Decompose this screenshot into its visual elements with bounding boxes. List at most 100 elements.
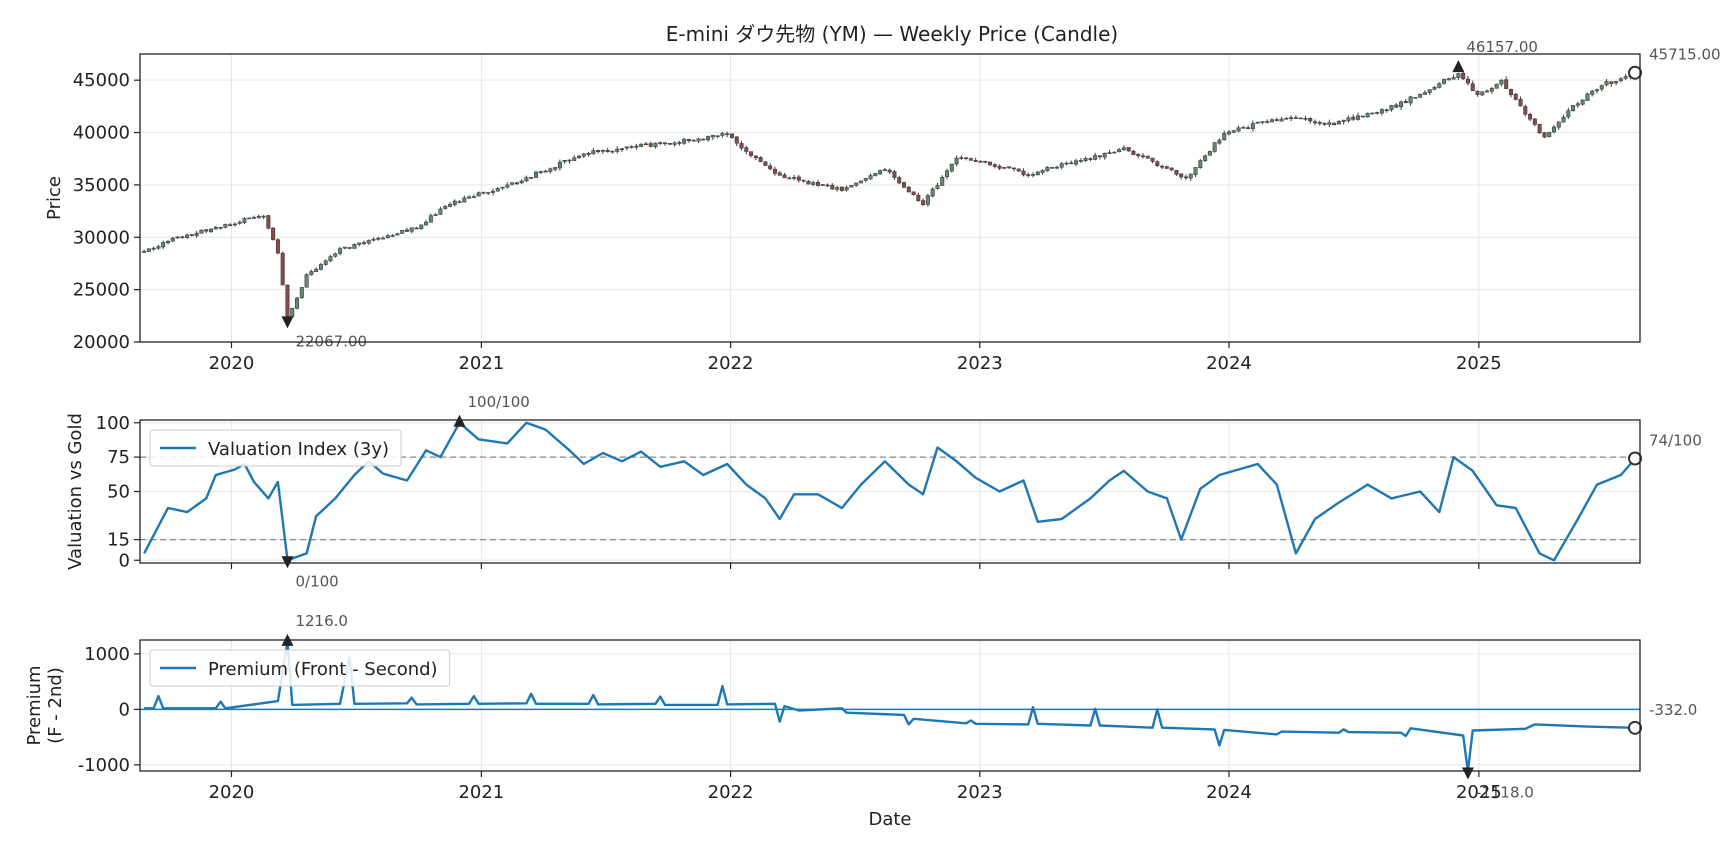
- candle-body: [213, 227, 218, 230]
- candle-body: [672, 142, 677, 145]
- candle-body: [271, 227, 276, 241]
- candle-body: [1508, 89, 1513, 96]
- candle-body: [199, 229, 204, 234]
- candle-body: [1102, 152, 1107, 158]
- candle-body: [782, 174, 787, 179]
- premium-panel: 1216.0 -1118.0 -332.0 2020 2021 2022 2023 2024…: [24, 612, 1697, 830]
- candle-body: [706, 136, 711, 141]
- candle-body: [1093, 155, 1098, 160]
- candle-body: [1031, 174, 1036, 176]
- candle-body: [1360, 115, 1365, 118]
- candle-body: [1059, 163, 1064, 168]
- candle-body: [328, 256, 333, 262]
- candle-body: [390, 235, 395, 237]
- candle-body: [1002, 166, 1007, 169]
- candle-body: [323, 260, 328, 265]
- candle-body: [1413, 97, 1418, 99]
- x-tick-label: 2025: [1456, 353, 1502, 374]
- candle-body: [787, 177, 792, 180]
- candle-body: [997, 165, 1002, 169]
- y-axis-label-line: (F - 2nd): [45, 667, 66, 744]
- candle-body: [1226, 131, 1231, 135]
- candle-body: [1494, 83, 1499, 89]
- candle-body: [691, 139, 696, 142]
- candle-body: [481, 191, 486, 194]
- candle-body: [1456, 73, 1461, 78]
- candle-body: [357, 242, 362, 245]
- candle-body: [897, 177, 902, 184]
- candle-body: [663, 142, 668, 145]
- y-tick-label: 20000: [73, 332, 130, 353]
- candle-body: [949, 163, 954, 172]
- candle-body: [1528, 113, 1533, 120]
- candle-body: [1317, 122, 1322, 124]
- candle-body: [371, 238, 376, 241]
- candle-body: [830, 184, 835, 190]
- candle-body: [710, 134, 715, 138]
- candle-body: [419, 224, 424, 229]
- candle-body: [1021, 170, 1026, 176]
- x-tick-label: 2023: [957, 782, 1003, 803]
- candle-body: [376, 237, 381, 240]
- candle-body: [1174, 170, 1179, 175]
- candle-body: [529, 177, 534, 179]
- candle-body: [992, 164, 997, 167]
- x-tick-label: 2024: [1206, 353, 1252, 374]
- candle-body: [825, 184, 830, 187]
- candle-body: [1155, 161, 1160, 167]
- y-tick-label: 1000: [84, 644, 130, 665]
- candle-body: [194, 232, 199, 236]
- candle-body: [1217, 139, 1222, 144]
- candle-body: [156, 246, 161, 249]
- candle-body: [1293, 117, 1298, 119]
- candle-body: [1394, 104, 1399, 108]
- candle-body: [1236, 127, 1241, 132]
- candle-body: [490, 190, 495, 193]
- candle-body: [1107, 152, 1112, 154]
- last-value-marker: [1628, 720, 1642, 735]
- max-label: 1216.0: [295, 612, 348, 630]
- candle-body: [1007, 166, 1012, 169]
- candle-body: [615, 148, 620, 152]
- candle-body: [1260, 121, 1265, 123]
- max-label: 46157.00: [1466, 38, 1538, 56]
- candle-body: [643, 143, 648, 146]
- candle-body: [1016, 168, 1021, 172]
- candle-body: [314, 268, 319, 272]
- candle-body: [252, 217, 257, 219]
- premium-series: [140, 640, 1640, 773]
- candle-body: [299, 287, 304, 298]
- candle-body: [1117, 149, 1122, 153]
- candle-body: [1599, 85, 1604, 90]
- x-tick-label: 2021: [458, 782, 504, 803]
- candle-body: [486, 192, 491, 194]
- series-line: [143, 421, 1637, 562]
- candle-body: [868, 175, 873, 180]
- candle-body: [1399, 101, 1404, 108]
- min-marker: [281, 556, 294, 569]
- candle-body: [1614, 81, 1619, 84]
- candle-body: [1074, 160, 1079, 165]
- x-tick-label: 2021: [458, 353, 504, 374]
- y-tick-label: 40000: [73, 123, 130, 144]
- candle-body: [921, 200, 926, 206]
- x-tick-label: 2022: [708, 782, 754, 803]
- candle-body: [1623, 76, 1628, 79]
- candle-body: [352, 244, 357, 249]
- candle-body: [1389, 105, 1394, 111]
- max-marker: [1452, 60, 1465, 73]
- candle-body: [180, 236, 185, 239]
- price-axes: 2020 2021 2022 2023 2024 2025 20000 25000 30000 3…: [73, 53, 1641, 374]
- candle-body: [366, 240, 371, 244]
- candle-body: [1451, 77, 1456, 80]
- candle-body: [959, 157, 964, 159]
- series-line: [144, 640, 1636, 773]
- candle-body: [1203, 155, 1208, 161]
- min-marker: [281, 316, 294, 329]
- last-value-marker: [1628, 65, 1642, 80]
- candle-body: [658, 142, 663, 144]
- candle-body: [1083, 158, 1088, 161]
- valuation-legend-box: [149, 429, 402, 467]
- premium-annotations: 1216.0 -1118.0 -332.0: [281, 612, 1697, 801]
- candle-body: [1336, 121, 1341, 125]
